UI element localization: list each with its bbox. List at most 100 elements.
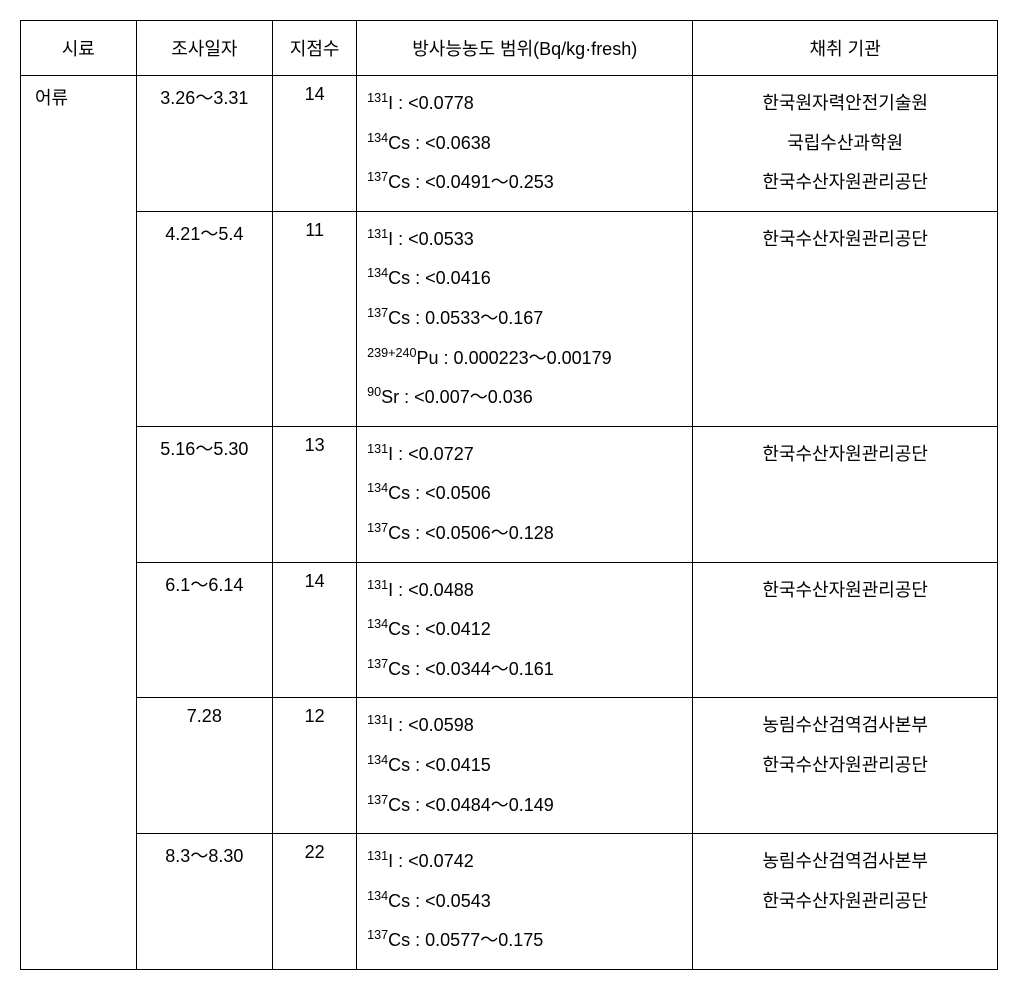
isotope-value: Sr : <0.007～0.036	[381, 387, 533, 407]
isotope-line: 137Cs : 0.0577～0.175	[367, 921, 686, 961]
org-cell: 농림수산검역검사본부한국수산자원관리공단	[693, 834, 998, 970]
isotope-value: I : <0.0533	[388, 229, 474, 249]
org-line: 한국수산자원관리공단	[699, 220, 991, 260]
isotope-line: 134Cs : <0.0506	[367, 474, 686, 514]
isotope-mass: 134	[367, 617, 388, 631]
range-cell: 131I : <0.0533134Cs : <0.0416137Cs : 0.0…	[357, 211, 693, 426]
isotope-mass: 134	[367, 131, 388, 145]
isotope-value: I : <0.0488	[388, 580, 474, 600]
table-row: 어류3.26～3.3114131I : <0.0778134Cs : <0.06…	[21, 76, 998, 212]
isotope-line: 134Cs : <0.0638	[367, 124, 686, 164]
isotope-value: I : <0.0742	[388, 851, 474, 871]
isotope-mass: 137	[367, 928, 388, 942]
isotope-line: 131I : <0.0727	[367, 435, 686, 475]
isotope-mass: 137	[367, 657, 388, 671]
points-cell: 13	[273, 426, 357, 562]
isotope-value: Cs : 0.0577～0.175	[388, 930, 543, 950]
isotope-line: 134Cs : <0.0416	[367, 259, 686, 299]
org-cell: 농림수산검역검사본부한국수산자원관리공단	[693, 698, 998, 834]
isotope-value: Cs : <0.0416	[388, 268, 491, 288]
org-line: 한국수산자원관리공단	[699, 435, 991, 475]
isotope-mass: 134	[367, 481, 388, 495]
header-range: 방사능농도 범위(Bq/kg·fresh)	[357, 21, 693, 76]
isotope-value: Cs : <0.0344～0.161	[388, 659, 554, 679]
table-row: 6.1～6.1414131I : <0.0488134Cs : <0.04121…	[21, 562, 998, 698]
points-cell: 22	[273, 834, 357, 970]
isotope-value: Cs : <0.0415	[388, 755, 491, 775]
isotope-mass: 131	[367, 91, 388, 105]
isotope-mass: 131	[367, 849, 388, 863]
isotope-mass: 131	[367, 227, 388, 241]
org-cell: 한국원자력안전기술원국립수산과학원한국수산자원관리공단	[693, 76, 998, 212]
isotope-line: 137Cs : <0.0491～0.253	[367, 163, 686, 203]
isotope-value: Cs : <0.0506～0.128	[388, 523, 554, 543]
isotope-value: I : <0.0727	[388, 444, 474, 464]
isotope-mass: 134	[367, 266, 388, 280]
org-cell: 한국수산자원관리공단	[693, 211, 998, 426]
isotope-value: Pu : 0.000223～0.00179	[417, 348, 612, 368]
isotope-mass: 131	[367, 442, 388, 456]
isotope-line: 131I : <0.0742	[367, 842, 686, 882]
isotope-value: Cs : <0.0638	[388, 133, 491, 153]
date-cell: 6.1～6.14	[136, 562, 273, 698]
isotope-value: Cs : <0.0484～0.149	[388, 795, 554, 815]
isotope-mass: 239+240	[367, 346, 416, 360]
org-line: 국립수산과학원	[699, 124, 991, 164]
isotope-line: 137Cs : <0.0506～0.128	[367, 514, 686, 554]
org-line: 농림수산검역검사본부	[699, 842, 991, 882]
isotope-line: 134Cs : <0.0412	[367, 610, 686, 650]
isotope-line: 239+240Pu : 0.000223～0.00179	[367, 339, 686, 379]
points-cell: 14	[273, 562, 357, 698]
range-cell: 131I : <0.0727134Cs : <0.0506137Cs : <0.…	[357, 426, 693, 562]
isotope-value: Cs : 0.0533～0.167	[388, 308, 543, 328]
isotope-value: Cs : <0.0506	[388, 483, 491, 503]
isotope-line: 90Sr : <0.007～0.036	[367, 378, 686, 418]
date-cell: 4.21～5.4	[136, 211, 273, 426]
isotope-line: 131I : <0.0778	[367, 84, 686, 124]
table-body: 어류3.26～3.3114131I : <0.0778134Cs : <0.06…	[21, 76, 998, 970]
points-cell: 14	[273, 76, 357, 212]
isotope-line: 137Cs : 0.0533～0.167	[367, 299, 686, 339]
isotope-mass: 131	[367, 713, 388, 727]
isotope-line: 134Cs : <0.0543	[367, 882, 686, 922]
isotope-mass: 90	[367, 385, 381, 399]
radioactivity-table: 시료 조사일자 지점수 방사능농도 범위(Bq/kg·fresh) 채취 기관 …	[20, 20, 998, 970]
isotope-mass: 134	[367, 753, 388, 767]
date-cell: 7.28	[136, 698, 273, 834]
header-date: 조사일자	[136, 21, 273, 76]
isotope-value: I : <0.0778	[388, 93, 474, 113]
isotope-value: I : <0.0598	[388, 715, 474, 735]
header-points: 지점수	[273, 21, 357, 76]
isotope-value: Cs : <0.0491～0.253	[388, 172, 554, 192]
range-cell: 131I : <0.0488134Cs : <0.0412137Cs : <0.…	[357, 562, 693, 698]
org-line: 한국수산자원관리공단	[699, 163, 991, 203]
sample-cell: 어류	[21, 76, 137, 970]
isotope-mass: 137	[367, 170, 388, 184]
org-line: 한국수산자원관리공단	[699, 746, 991, 786]
isotope-value: Cs : <0.0543	[388, 891, 491, 911]
header-org: 채취 기관	[693, 21, 998, 76]
org-line: 한국수산자원관리공단	[699, 571, 991, 611]
date-cell: 8.3～8.30	[136, 834, 273, 970]
org-cell: 한국수산자원관리공단	[693, 426, 998, 562]
org-cell: 한국수산자원관리공단	[693, 562, 998, 698]
table-row: 8.3～8.3022131I : <0.0742134Cs : <0.05431…	[21, 834, 998, 970]
date-cell: 5.16～5.30	[136, 426, 273, 562]
org-line: 농림수산검역검사본부	[699, 706, 991, 746]
org-line: 한국원자력안전기술원	[699, 84, 991, 124]
isotope-mass: 137	[367, 306, 388, 320]
org-line: 한국수산자원관리공단	[699, 882, 991, 922]
isotope-line: 131I : <0.0533	[367, 220, 686, 260]
range-cell: 131I : <0.0598134Cs : <0.0415137Cs : <0.…	[357, 698, 693, 834]
table-row: 7.2812131I : <0.0598134Cs : <0.0415137Cs…	[21, 698, 998, 834]
table-row: 4.21～5.411131I : <0.0533134Cs : <0.04161…	[21, 211, 998, 426]
isotope-line: 131I : <0.0488	[367, 571, 686, 611]
isotope-value: Cs : <0.0412	[388, 619, 491, 639]
points-cell: 11	[273, 211, 357, 426]
isotope-line: 134Cs : <0.0415	[367, 746, 686, 786]
isotope-mass: 137	[367, 793, 388, 807]
isotope-line: 137Cs : <0.0484～0.149	[367, 786, 686, 826]
table-row: 5.16～5.3013131I : <0.0727134Cs : <0.0506…	[21, 426, 998, 562]
table-header-row: 시료 조사일자 지점수 방사능농도 범위(Bq/kg·fresh) 채취 기관	[21, 21, 998, 76]
isotope-line: 131I : <0.0598	[367, 706, 686, 746]
